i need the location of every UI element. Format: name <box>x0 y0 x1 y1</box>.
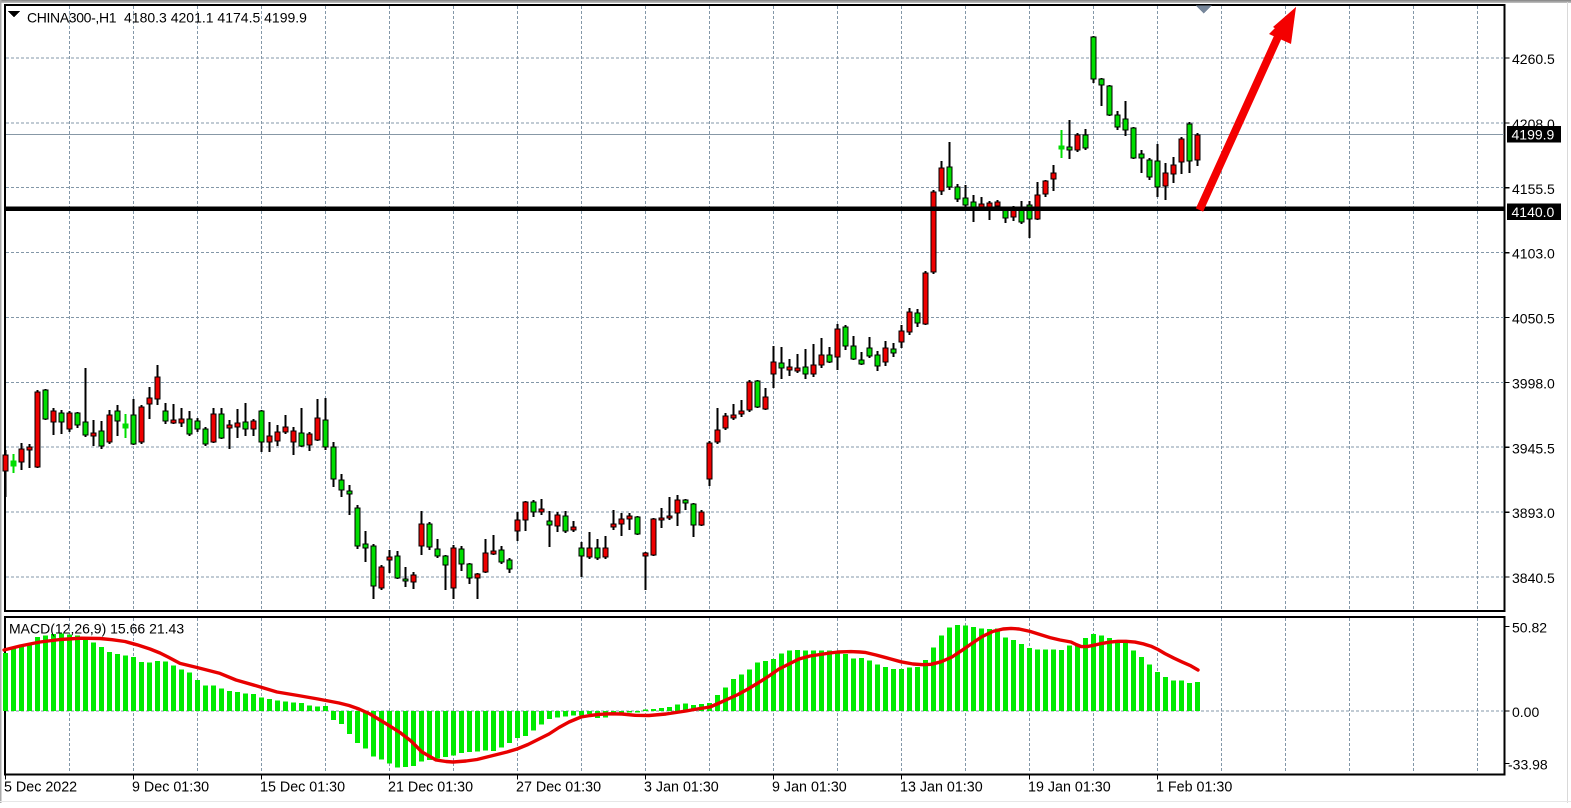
svg-text:4180.3 4201.1 4174.5 4199.9: 4180.3 4201.1 4174.5 4199.9 <box>124 10 307 26</box>
svg-text:1 Feb 01:30: 1 Feb 01:30 <box>1156 780 1232 796</box>
svg-text:3893.0: 3893.0 <box>1512 505 1555 521</box>
svg-text:3998.0: 3998.0 <box>1512 375 1555 391</box>
svg-text:4103.0: 4103.0 <box>1512 246 1555 262</box>
svg-text:19 Jan 01:30: 19 Jan 01:30 <box>1028 780 1111 796</box>
svg-text:27 Dec 01:30: 27 Dec 01:30 <box>516 780 601 796</box>
svg-text:9 Dec 01:30: 9 Dec 01:30 <box>132 780 209 796</box>
svg-text:15 Dec 01:30: 15 Dec 01:30 <box>260 780 345 796</box>
svg-text:50.82: 50.82 <box>1512 620 1547 636</box>
svg-text:4140.0: 4140.0 <box>1512 204 1555 220</box>
svg-text:5 Dec 2022: 5 Dec 2022 <box>4 780 77 796</box>
svg-text:4155.5: 4155.5 <box>1512 181 1555 197</box>
svg-text:3945.5: 3945.5 <box>1512 440 1555 456</box>
svg-text:MACD(12,26,9) 15.66 21.43: MACD(12,26,9) 15.66 21.43 <box>9 621 184 637</box>
svg-text:CHINA300-,H1: CHINA300-,H1 <box>27 10 117 26</box>
svg-text:13 Jan 01:30: 13 Jan 01:30 <box>900 780 983 796</box>
svg-text:4199.9: 4199.9 <box>1512 126 1555 142</box>
svg-text:-33.98: -33.98 <box>1508 757 1548 773</box>
svg-text:3 Jan 01:30: 3 Jan 01:30 <box>644 780 719 796</box>
svg-text:0.00: 0.00 <box>1512 704 1539 720</box>
svg-text:9 Jan 01:30: 9 Jan 01:30 <box>772 780 847 796</box>
svg-text:21 Dec 01:30: 21 Dec 01:30 <box>388 780 473 796</box>
svg-text:4260.5: 4260.5 <box>1512 51 1555 67</box>
svg-text:3840.5: 3840.5 <box>1512 570 1555 586</box>
svg-text:4050.5: 4050.5 <box>1512 311 1555 327</box>
